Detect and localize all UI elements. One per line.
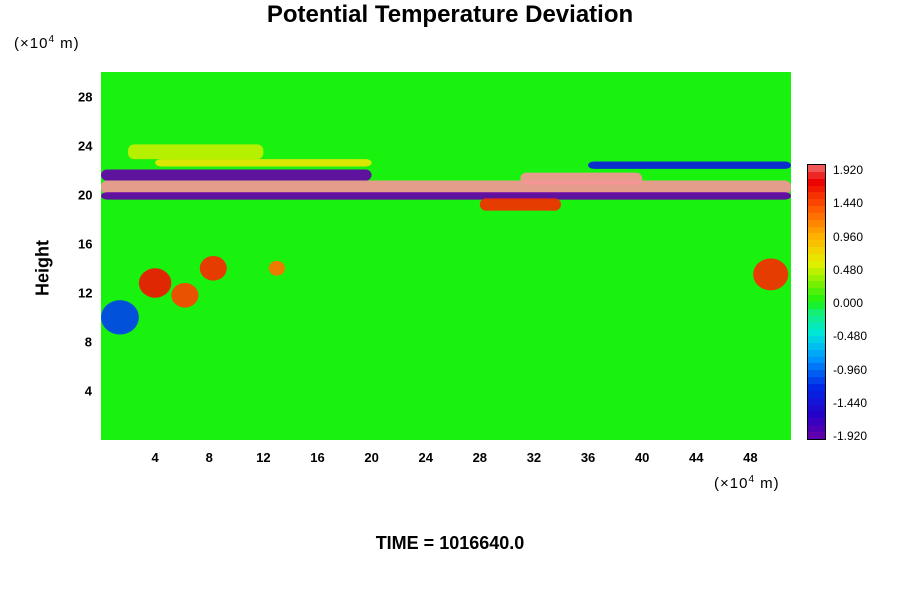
colorbar-segment <box>808 274 825 282</box>
colorbar-segment <box>808 336 825 343</box>
colorbar-segment <box>808 171 825 179</box>
field-blob <box>199 256 227 281</box>
colorbar-segment <box>808 226 825 234</box>
x-tick-label: 40 <box>634 450 650 465</box>
colorbar-segment <box>808 206 825 213</box>
colorbar-segment <box>808 397 825 405</box>
x-tick-label: 44 <box>689 450 704 465</box>
x-axis-unit: (×104 m) <box>714 474 780 492</box>
colorbar-label: 1.920 <box>833 163 864 177</box>
heatmap-plot-area <box>101 72 791 440</box>
x-tick-label: 32 <box>526 450 542 465</box>
y-tick-label: 28 <box>78 89 93 105</box>
colorbar-segment <box>808 219 825 227</box>
colorbar-segment <box>808 404 825 412</box>
x-tick-label: 28 <box>472 450 488 465</box>
x-tick-label: 8 <box>205 450 213 465</box>
heatmap-field <box>101 144 791 335</box>
y-tick-label: 20 <box>78 187 93 203</box>
colorbar-segment <box>808 295 825 302</box>
colorbar-segment <box>808 329 825 337</box>
colorbar-label: -0.960 <box>833 362 868 377</box>
colorbar-segment <box>808 315 825 323</box>
colorbar-label: -0.480 <box>833 329 868 344</box>
colorbar-segment <box>808 288 825 296</box>
colorbar-segment <box>808 260 825 268</box>
colorbar-segment <box>808 322 825 330</box>
field-band <box>128 144 264 160</box>
colorbar-label: 0.960 <box>833 229 864 244</box>
colorbar-segment <box>808 370 825 378</box>
field-blob <box>268 260 285 276</box>
y-axis-label: Height <box>32 240 53 296</box>
colorbar-label: 0.000 <box>833 296 864 310</box>
field-band <box>588 161 791 169</box>
chart-title: Potential Temperature Deviation <box>266 1 634 28</box>
x-tick-label: 36 <box>580 450 596 465</box>
x-tick-label: 4 <box>151 450 159 465</box>
colorbar-segment <box>808 390 825 398</box>
x-tick-label: 24 <box>418 450 433 465</box>
y-tick-label: 24 <box>78 138 93 154</box>
colorbar <box>807 164 826 440</box>
x-tick-label: 20 <box>364 450 379 465</box>
y-tick-label: 4 <box>84 383 92 399</box>
colorbar-label: 1.440 <box>833 196 864 211</box>
x-tick-label: 48 <box>743 450 758 465</box>
field-band <box>479 198 561 211</box>
field-blob <box>101 300 139 335</box>
colorbar-segment <box>808 247 825 254</box>
colorbar-segment <box>808 431 825 439</box>
colorbar-segment <box>808 233 825 241</box>
colorbar-segment <box>808 199 825 207</box>
colorbar-segment <box>808 349 825 357</box>
field-band <box>520 172 643 185</box>
field-band <box>101 169 372 181</box>
colorbar-segment <box>808 267 825 275</box>
colorbar-segment <box>808 281 825 289</box>
colorbar-segment <box>808 418 825 426</box>
colorbar-segment <box>808 377 825 384</box>
field-blob <box>753 258 789 291</box>
colorbar-segment <box>808 342 825 350</box>
colorbar-segment <box>808 165 825 172</box>
colorbar-segment <box>808 301 825 309</box>
colorbar-label: -1.920 <box>833 429 868 443</box>
y-tick-label: 12 <box>78 285 93 301</box>
colorbar-segment <box>808 192 825 200</box>
colorbar-label: 0.480 <box>833 262 864 277</box>
field-band <box>101 180 791 195</box>
colorbar-label: -1.440 <box>833 395 868 410</box>
colorbar-segment <box>808 240 825 248</box>
colorbar-segment <box>808 363 825 371</box>
colorbar-segment <box>808 253 825 261</box>
colorbar-segment <box>808 212 825 220</box>
field-blob <box>138 268 172 298</box>
field-band <box>155 159 372 167</box>
colorbar-segment <box>808 356 825 364</box>
y-tick-label: 8 <box>84 334 92 350</box>
y-tick-label: 16 <box>78 236 93 252</box>
colorbar-segment <box>808 425 825 432</box>
y-axis-unit: (×104 m) <box>14 34 80 52</box>
time-footer: TIME = 1016640.0 <box>375 533 525 553</box>
x-tick-label: 16 <box>310 450 325 465</box>
colorbar-segment <box>808 308 825 316</box>
field-band <box>101 192 791 200</box>
colorbar-segment <box>808 185 825 193</box>
x-tick-label: 12 <box>256 450 271 465</box>
colorbar-segment <box>808 178 825 186</box>
field-blob <box>171 282 199 308</box>
colorbar-segment <box>808 384 825 391</box>
colorbar-segment <box>808 411 825 419</box>
